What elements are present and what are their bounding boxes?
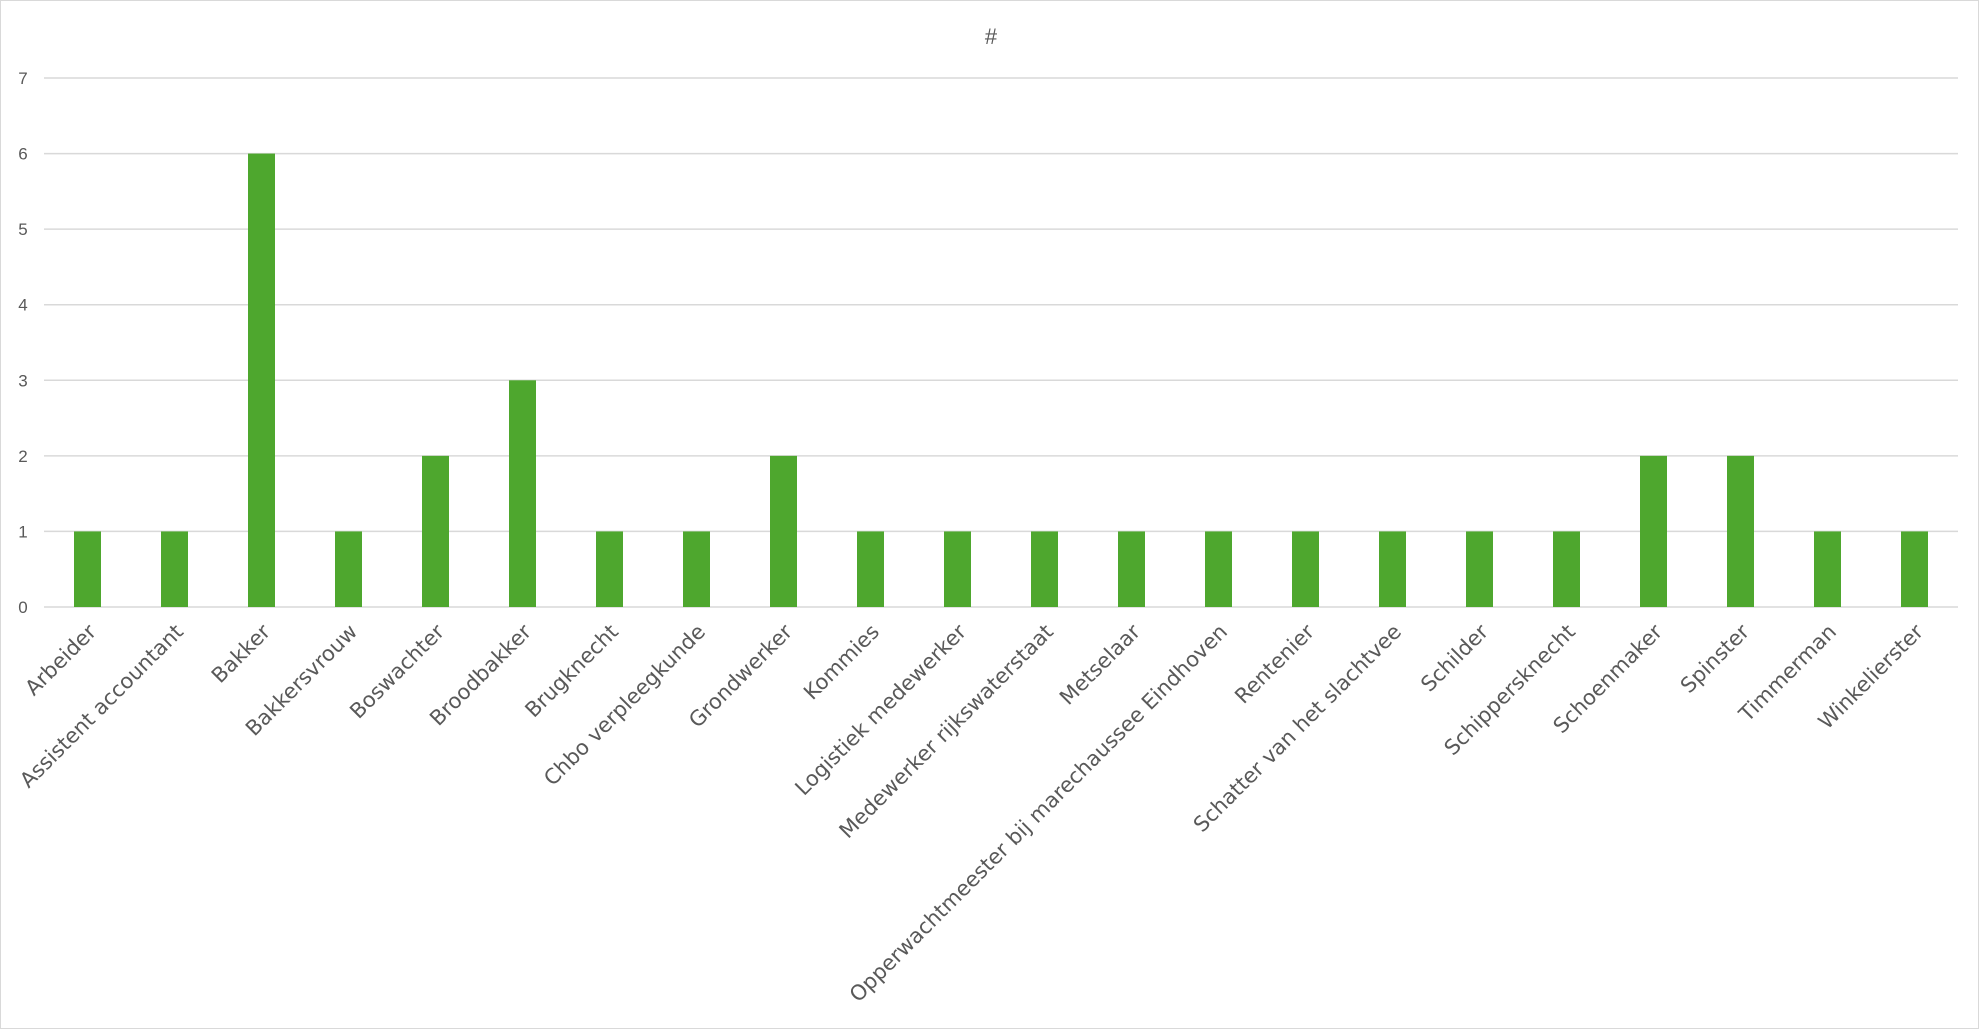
x-tick-label: Metselaar [1055, 619, 1145, 709]
y-tick-label: 2 [18, 447, 27, 466]
bar [248, 153, 275, 608]
bar [1727, 455, 1754, 607]
x-tick-label: Schilder [1416, 619, 1493, 696]
x-tick-label: Rentenier [1230, 619, 1319, 708]
x-tick-label: Logistiek medewerker [790, 619, 971, 800]
x-tick-label: Assistent accountant [15, 620, 188, 793]
x-tick-label: Spinster [1676, 619, 1754, 697]
bar [857, 531, 884, 607]
x-tick-label: Kommies [799, 620, 884, 705]
bar [161, 531, 188, 607]
bar [1901, 531, 1928, 607]
y-tick-label: 4 [18, 296, 27, 315]
bar [1814, 531, 1841, 607]
bar [1640, 455, 1667, 607]
y-tick-label: 1 [18, 522, 27, 541]
x-tick-label: Bakker [207, 619, 275, 687]
y-tick-label: 0 [18, 598, 27, 617]
x-tick-label: Arbeider [20, 619, 101, 700]
bar [683, 531, 710, 607]
y-tick-label: 6 [18, 145, 27, 164]
bar [1379, 531, 1406, 607]
bar [74, 531, 101, 607]
bar [422, 455, 449, 607]
chart-title: # [985, 24, 998, 49]
x-tick-label: Chbo verpleegkunde [539, 620, 710, 791]
bar [1292, 531, 1319, 607]
bar [1118, 531, 1145, 607]
y-tick-label: 7 [18, 69, 27, 88]
bar [335, 531, 362, 607]
bar [1466, 531, 1493, 607]
bars [74, 153, 1928, 608]
bar [944, 531, 971, 607]
bar [1205, 531, 1232, 607]
bar [1031, 531, 1058, 607]
y-tick-label: 5 [18, 220, 27, 239]
y-axis-tick-labels: 0 1 2 3 4 5 6 7 [18, 69, 27, 617]
bar [596, 531, 623, 607]
y-tick-label: 3 [18, 371, 27, 390]
bar [1553, 531, 1580, 607]
bar [770, 455, 797, 607]
gridlines [44, 77, 1958, 608]
bar [509, 380, 536, 607]
